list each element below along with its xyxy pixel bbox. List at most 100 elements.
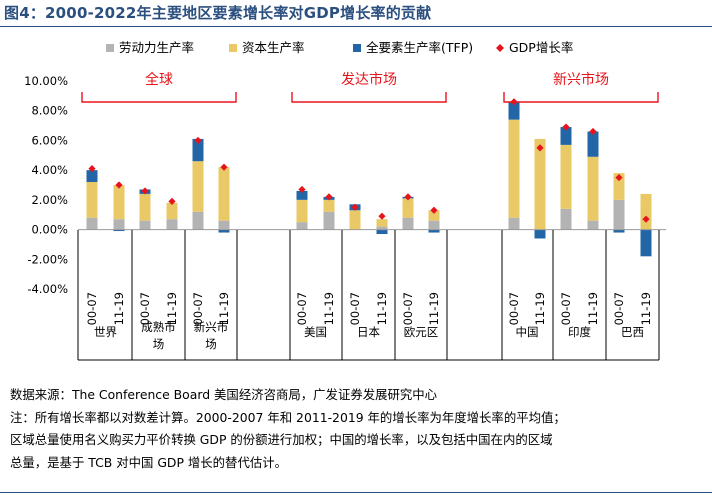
bar-segment-labor — [323, 211, 335, 230]
bottom-rule — [0, 492, 712, 493]
bar-segment-labor — [560, 208, 572, 230]
x-tick-label: 11-19 — [112, 292, 126, 325]
legend-label: 资本生产率 — [242, 40, 305, 55]
gdp-growth-marker — [562, 123, 570, 131]
gdp-growth-marker — [220, 163, 228, 171]
bar-segment-labor — [139, 220, 151, 230]
x-tick-label: 11-19 — [533, 292, 547, 325]
bar-segment-tfp — [86, 170, 98, 183]
legend-label: GDP增长率 — [509, 40, 573, 55]
x-tick-label: 11-19 — [427, 292, 441, 325]
bar-segment-tfp — [534, 229, 546, 239]
bar-segment-labor — [86, 217, 98, 230]
bar-segment-capital — [192, 161, 204, 212]
group-label: 新兴市 — [194, 320, 229, 334]
region-bracket — [291, 92, 447, 103]
group-label: 中国 — [516, 325, 539, 339]
legend: 劳动力生产率 资本生产率 全要素生产率(TFP) GDP增长率 — [106, 40, 573, 55]
group-label: 世界 — [94, 325, 117, 339]
gdp-growth-marker — [168, 197, 176, 205]
x-tick-label: 00-07 — [295, 292, 309, 325]
bar-segment-tfp — [376, 229, 388, 235]
gdp-growth-marker — [325, 193, 333, 201]
x-tick-label: 11-19 — [639, 292, 653, 325]
gdp-growth-marker — [536, 144, 544, 152]
bar-segment-labor — [192, 211, 204, 230]
bar-segment-tfp — [560, 127, 572, 145]
gdp-growth-marker — [298, 185, 306, 194]
footnote-1: 注：所有增长率都以对数差计算。2000-2007 年和 2011-2019 年的… — [10, 409, 566, 425]
legend-swatch — [106, 44, 114, 52]
gdp-growth-marker — [589, 127, 597, 136]
x-tick-label: 00-07 — [348, 292, 362, 325]
bar-segment-labor — [166, 219, 178, 230]
group-label: 场 — [205, 337, 217, 351]
bar-segment-tfp — [218, 229, 230, 233]
bar-segment-labor — [296, 222, 308, 230]
bar-segment-capital — [613, 173, 625, 200]
bar-segment-labor — [402, 217, 414, 230]
y-tick-label: 0.00% — [31, 223, 68, 237]
x-tick-label: 00-07 — [507, 292, 521, 325]
bar-segment-labor — [113, 219, 125, 230]
figure-title: 图4：2000-2022年主要地区要素增长率对GDP增长率的贡献 — [4, 4, 432, 22]
bar-segment-capital — [508, 119, 520, 218]
bar-segment-labor — [587, 220, 599, 230]
bar-segment-capital — [534, 138, 546, 230]
bar-segment-capital — [296, 199, 308, 223]
bar-segment-capital — [323, 199, 335, 212]
legend-label: 劳动力生产率 — [119, 40, 194, 55]
bar-segment-capital — [166, 202, 178, 220]
bar-segment-tfp — [640, 229, 652, 257]
legend-swatch — [353, 44, 361, 52]
gdp-growth-marker — [194, 136, 202, 145]
y-tick-label: 4.00% — [31, 163, 68, 177]
x-tick-label: 00-07 — [401, 292, 415, 325]
region-bracket — [81, 92, 237, 103]
group-label: 成熟市 — [141, 320, 176, 334]
group-label: 日本 — [357, 325, 380, 339]
source-note: 数据来源：The Conference Board 美国经济咨商局，广发证券发展… — [10, 387, 438, 402]
bar-segment-capital — [640, 193, 652, 230]
x-tick-label: 11-19 — [322, 292, 336, 325]
bar-segment-tfp — [613, 229, 625, 233]
gdp-growth-marker — [378, 212, 386, 220]
bar-segment-tfp — [508, 101, 520, 120]
x-tick-label: 00-07 — [191, 292, 205, 325]
chart: 劳动力生产率 资本生产率 全要素生产率(TFP) GDP增长率 10.00% 8.00%… — [24, 40, 666, 361]
x-tick-label: 11-19 — [217, 292, 231, 325]
gdp-growth-marker — [430, 206, 438, 214]
bar-segment-capital — [560, 144, 572, 209]
bar-segment-tfp — [428, 229, 440, 233]
bar-segment-capital — [349, 210, 361, 230]
legend-swatch — [229, 44, 237, 52]
legend-label: 全要素生产率(TFP) — [366, 40, 473, 55]
bar-segment-tfp — [113, 229, 125, 232]
region-bracket — [503, 92, 659, 103]
x-tick-label: 00-07 — [138, 292, 152, 325]
bar-segment-capital — [113, 185, 125, 220]
y-tick-label: -4.00% — [27, 282, 68, 296]
region-bracket-label: 新兴市场 — [553, 71, 609, 88]
footnote-3: 总量，是基于 TCB 对中国 GDP 增长的替代估计。 — [10, 454, 288, 470]
group-label: 欧元区 — [404, 325, 439, 339]
legend-swatch — [496, 44, 504, 52]
notes: 数据来源：The Conference Board 美国经济咨商局，广发证券发展… — [10, 384, 706, 474]
bar-segment-capital — [587, 156, 599, 221]
x-tick-label: 00-07 — [85, 292, 99, 325]
y-tick-label: 6.00% — [31, 133, 68, 147]
gdp-growth-marker — [615, 173, 623, 182]
bar-segment-tfp — [587, 131, 599, 157]
x-tick-label: 11-19 — [375, 292, 389, 325]
gdp-growth-marker — [141, 187, 149, 195]
x-tick-label: 00-07 — [612, 292, 626, 325]
x-tick-label: 11-19 — [165, 292, 179, 325]
group-label: 印度 — [568, 325, 591, 339]
gdp-growth-marker — [351, 203, 359, 211]
bar-segment-capital — [428, 210, 440, 221]
bar-segment-capital — [218, 167, 230, 221]
y-tick-label: 8.00% — [31, 104, 68, 118]
gdp-growth-marker — [404, 193, 412, 201]
bar-segment-labor — [613, 199, 625, 230]
x-tick-label: 00-07 — [559, 292, 573, 325]
